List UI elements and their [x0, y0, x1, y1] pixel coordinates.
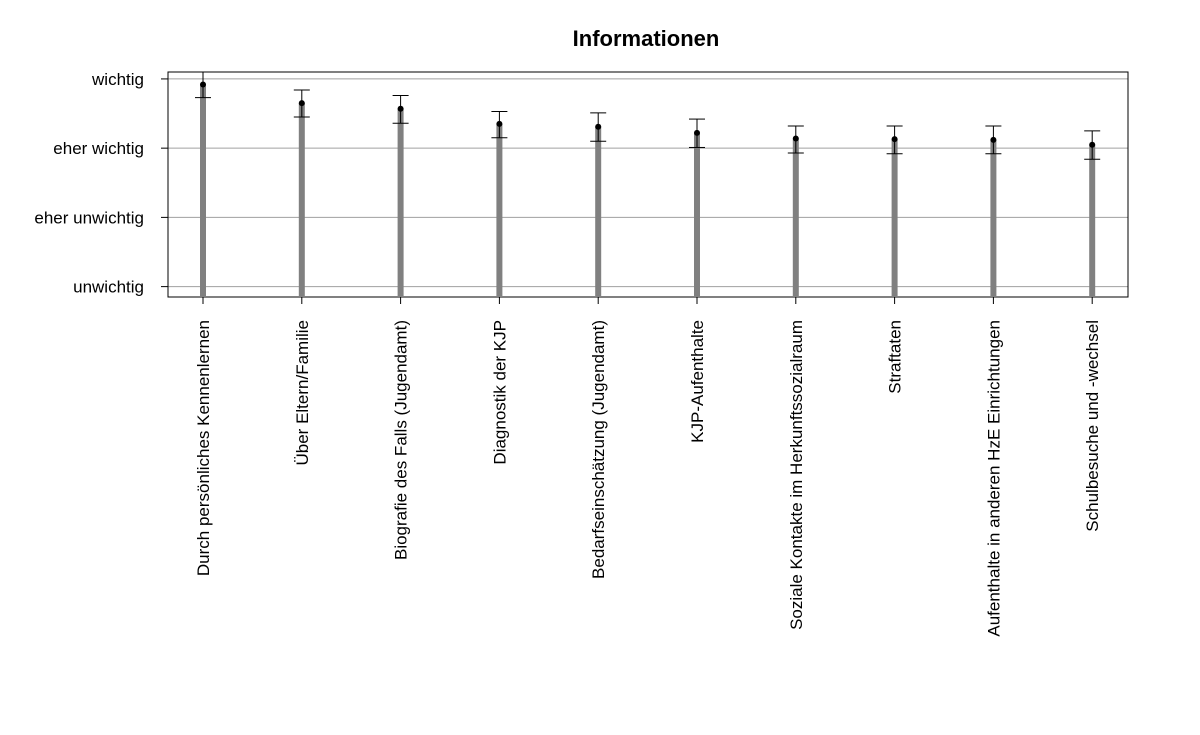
- bar: [694, 132, 700, 297]
- bar: [298, 103, 305, 298]
- mean-point: [496, 120, 503, 127]
- x-tick-label: KJP-Aufenthalte: [688, 320, 707, 443]
- y-tick-label: eher unwichtig: [34, 208, 144, 227]
- bar: [200, 84, 206, 297]
- mean-point: [990, 136, 997, 143]
- grid-lines: [168, 78, 1128, 288]
- x-tick-label: Straftaten: [886, 320, 905, 394]
- bar: [891, 139, 898, 297]
- mean-point: [891, 136, 898, 143]
- x-tick-label: Biografie des Falls (Jugendamt): [392, 320, 411, 560]
- bar: [990, 139, 997, 297]
- bar: [595, 126, 602, 297]
- plot-frame: [167, 71, 1129, 298]
- y-tick-label: wichtig: [91, 70, 144, 89]
- mean-point: [694, 129, 700, 136]
- x-tick-label: Soziale Kontakte im Herkunftssozialraum: [787, 320, 806, 630]
- bars: [200, 84, 1096, 298]
- x-tick-label: Über Eltern/Familie: [293, 320, 312, 466]
- bar: [1089, 144, 1096, 297]
- mean-point: [200, 81, 206, 88]
- x-tick-label: Bedarfseinschätzung (Jugendamt): [589, 320, 608, 579]
- mean-point: [1089, 141, 1096, 148]
- x-tick-label: Diagnostik der KJP: [490, 320, 509, 465]
- mean-point: [595, 123, 602, 130]
- x-tick-label: Aufenthalte in anderen HzE Einrichtungen: [984, 320, 1003, 637]
- error-bars: [195, 71, 1101, 160]
- chart-title: Informationen: [573, 26, 720, 51]
- x-tick-label: Schulbesuche und -wechsel: [1083, 320, 1102, 532]
- y-tick-label: unwichtig: [73, 278, 144, 297]
- x-tick-label: Durch persönliches Kennenlernen: [194, 320, 213, 576]
- mean-point: [298, 100, 305, 107]
- mean-point: [397, 105, 404, 112]
- mean-point: [792, 135, 799, 142]
- mean-points: [200, 81, 1096, 148]
- bar: [496, 123, 503, 297]
- y-tick-label: eher wichtig: [53, 139, 144, 158]
- plot-frame-rect: [167, 71, 1129, 298]
- y-axis: unwichtig eher unwichtig eher wichtig wicht…: [34, 70, 168, 297]
- x-axis: Durch persönliches Kennenlernen Über Elte…: [194, 297, 1102, 637]
- bar: [397, 108, 404, 297]
- bar: [792, 138, 799, 297]
